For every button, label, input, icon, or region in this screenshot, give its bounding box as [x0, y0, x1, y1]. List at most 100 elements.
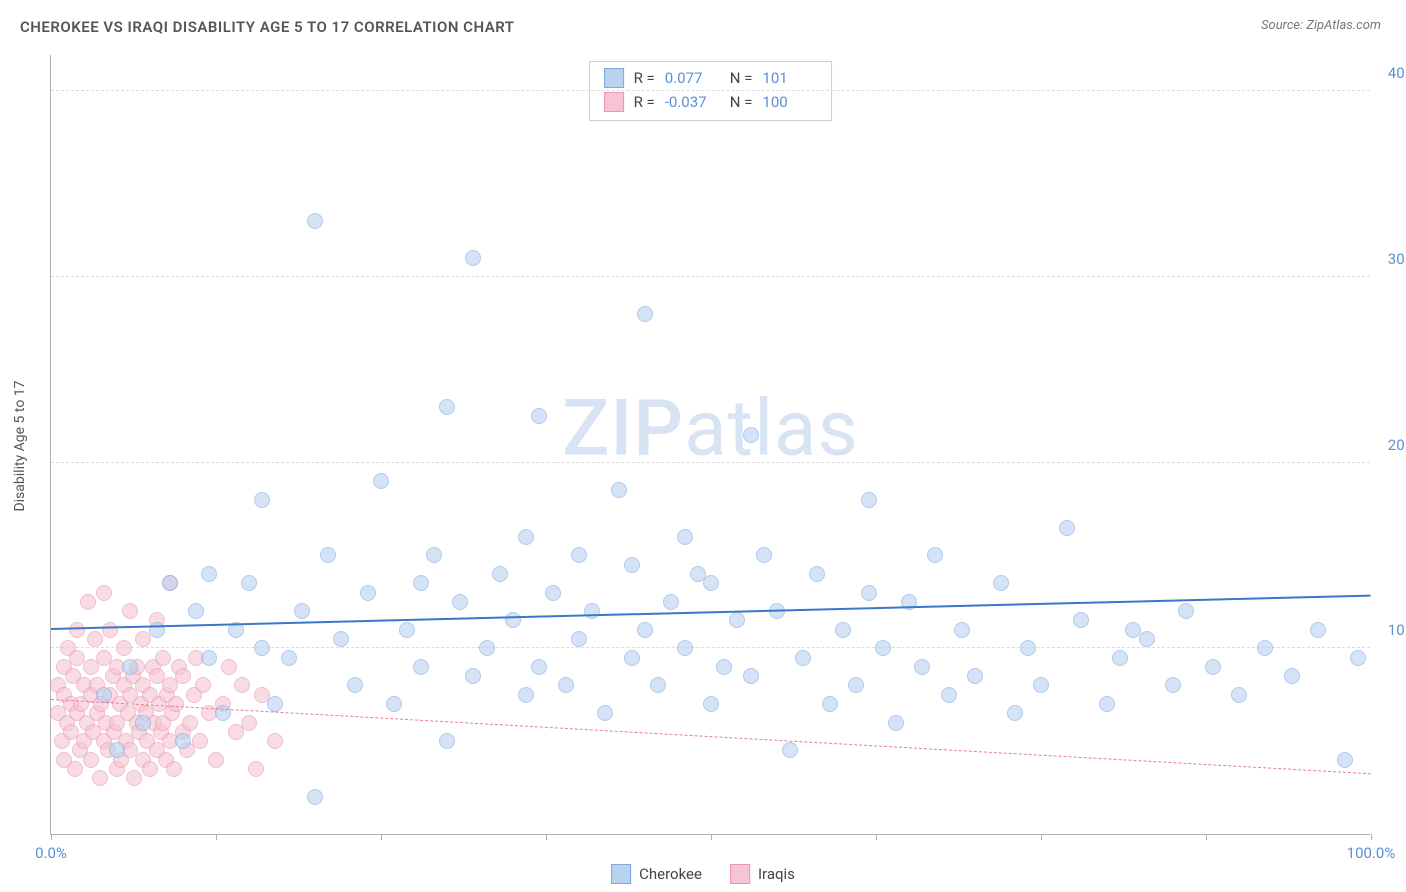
scatter-point-series1 — [1033, 677, 1049, 693]
scatter-point-series1 — [927, 547, 943, 563]
scatter-point-series1 — [848, 677, 864, 693]
scatter-point-series1 — [505, 612, 521, 628]
scatter-point-series1 — [465, 668, 481, 684]
scatter-point-series1 — [320, 547, 336, 563]
scatter-point-series1 — [809, 566, 825, 582]
scatter-point-series1 — [188, 603, 204, 619]
scatter-point-series1 — [558, 677, 574, 693]
scatter-point-series1 — [637, 306, 653, 322]
scatter-point-series2 — [83, 752, 99, 768]
scatter-point-series1 — [1020, 640, 1036, 656]
x-tick — [216, 834, 217, 840]
scatter-point-series1 — [1350, 650, 1366, 666]
stat-r-label: R = — [634, 69, 655, 87]
scatter-point-series1 — [729, 612, 745, 628]
scatter-point-series1 — [650, 677, 666, 693]
scatter-point-series1 — [861, 585, 877, 601]
stat-n-value: 100 — [762, 93, 817, 111]
scatter-point-series1 — [1165, 677, 1181, 693]
scatter-point-series1 — [703, 696, 719, 712]
scatter-point-series1 — [1059, 520, 1075, 536]
scatter-point-series1 — [663, 594, 679, 610]
scatter-point-series2 — [234, 677, 250, 693]
scatter-point-series1 — [756, 547, 772, 563]
scatter-point-series2 — [92, 770, 108, 786]
scatter-point-series1 — [677, 529, 693, 545]
scatter-point-series2 — [122, 603, 138, 619]
x-tick — [1041, 834, 1042, 840]
y-tick-label: 40.0% — [1388, 64, 1406, 82]
scatter-point-series1 — [386, 696, 402, 712]
legend-swatch — [604, 68, 624, 88]
scatter-point-series1 — [96, 687, 112, 703]
scatter-point-series1 — [954, 622, 970, 638]
scatter-point-series1 — [122, 659, 138, 675]
y-tick-label: 10.0% — [1388, 621, 1406, 639]
scatter-point-series2 — [166, 761, 182, 777]
x-tick-label: 0.0% — [35, 844, 67, 862]
scatter-point-series2 — [195, 677, 211, 693]
scatter-point-series1 — [795, 650, 811, 666]
x-tick — [546, 834, 547, 840]
scatter-point-series2 — [69, 622, 85, 638]
scatter-point-series2 — [116, 640, 132, 656]
gridline — [51, 462, 1370, 463]
y-tick-label: 20.0% — [1388, 436, 1406, 454]
scatter-point-series1 — [1007, 705, 1023, 721]
scatter-point-series1 — [967, 668, 983, 684]
x-tick-label: 100.0% — [1347, 844, 1396, 862]
scatter-point-series1 — [413, 575, 429, 591]
scatter-point-series1 — [1139, 631, 1155, 647]
gridline — [51, 276, 1370, 277]
scatter-point-series1 — [307, 789, 323, 805]
stat-n-label: N = — [730, 93, 753, 111]
scatter-point-series1 — [531, 408, 547, 424]
scatter-point-series1 — [307, 213, 323, 229]
scatter-point-series1 — [571, 547, 587, 563]
scatter-point-series1 — [1257, 640, 1273, 656]
scatter-point-series1 — [254, 640, 270, 656]
scatter-point-series1 — [1284, 668, 1300, 684]
scatter-point-series1 — [584, 603, 600, 619]
scatter-point-series1 — [571, 631, 587, 647]
stats-row: R = -0.037 N = 100 — [604, 90, 818, 114]
scatter-point-series1 — [1231, 687, 1247, 703]
scatter-point-series1 — [941, 687, 957, 703]
y-axis-label: Disability Age 5 to 17 — [12, 380, 28, 511]
scatter-point-series2 — [155, 650, 171, 666]
scatter-point-series2 — [267, 733, 283, 749]
scatter-point-series1 — [162, 575, 178, 591]
scatter-point-series1 — [624, 557, 640, 573]
scatter-point-series1 — [518, 687, 534, 703]
legend-label: Cherokee — [639, 865, 702, 883]
scatter-point-series1 — [597, 705, 613, 721]
scatter-point-series1 — [426, 547, 442, 563]
scatter-point-series1 — [611, 482, 627, 498]
scatter-point-series1 — [637, 622, 653, 638]
stat-r-label: R = — [634, 93, 655, 111]
scatter-point-series1 — [373, 473, 389, 489]
scatter-point-series1 — [452, 594, 468, 610]
scatter-point-series1 — [201, 650, 217, 666]
scatter-point-series2 — [175, 668, 191, 684]
legend-swatch — [611, 864, 631, 884]
scatter-point-series1 — [914, 659, 930, 675]
scatter-point-series2 — [126, 770, 142, 786]
legend-item: Cherokee — [611, 864, 702, 884]
scatter-point-series2 — [80, 594, 96, 610]
scatter-point-series1 — [1205, 659, 1221, 675]
x-tick — [711, 834, 712, 840]
scatter-point-series1 — [267, 696, 283, 712]
scatter-point-series1 — [1112, 650, 1128, 666]
scatter-point-series1 — [835, 622, 851, 638]
scatter-point-series1 — [861, 492, 877, 508]
scatter-point-series1 — [294, 603, 310, 619]
gridline — [51, 647, 1370, 648]
scatter-point-series1 — [254, 492, 270, 508]
scatter-point-series1 — [888, 715, 904, 731]
source-attribution: Source: ZipAtlas.com — [1261, 18, 1381, 33]
scatter-point-series1 — [1337, 752, 1353, 768]
scatter-point-series1 — [109, 742, 125, 758]
scatter-point-series1 — [1099, 696, 1115, 712]
stat-r-value: -0.037 — [665, 93, 720, 111]
